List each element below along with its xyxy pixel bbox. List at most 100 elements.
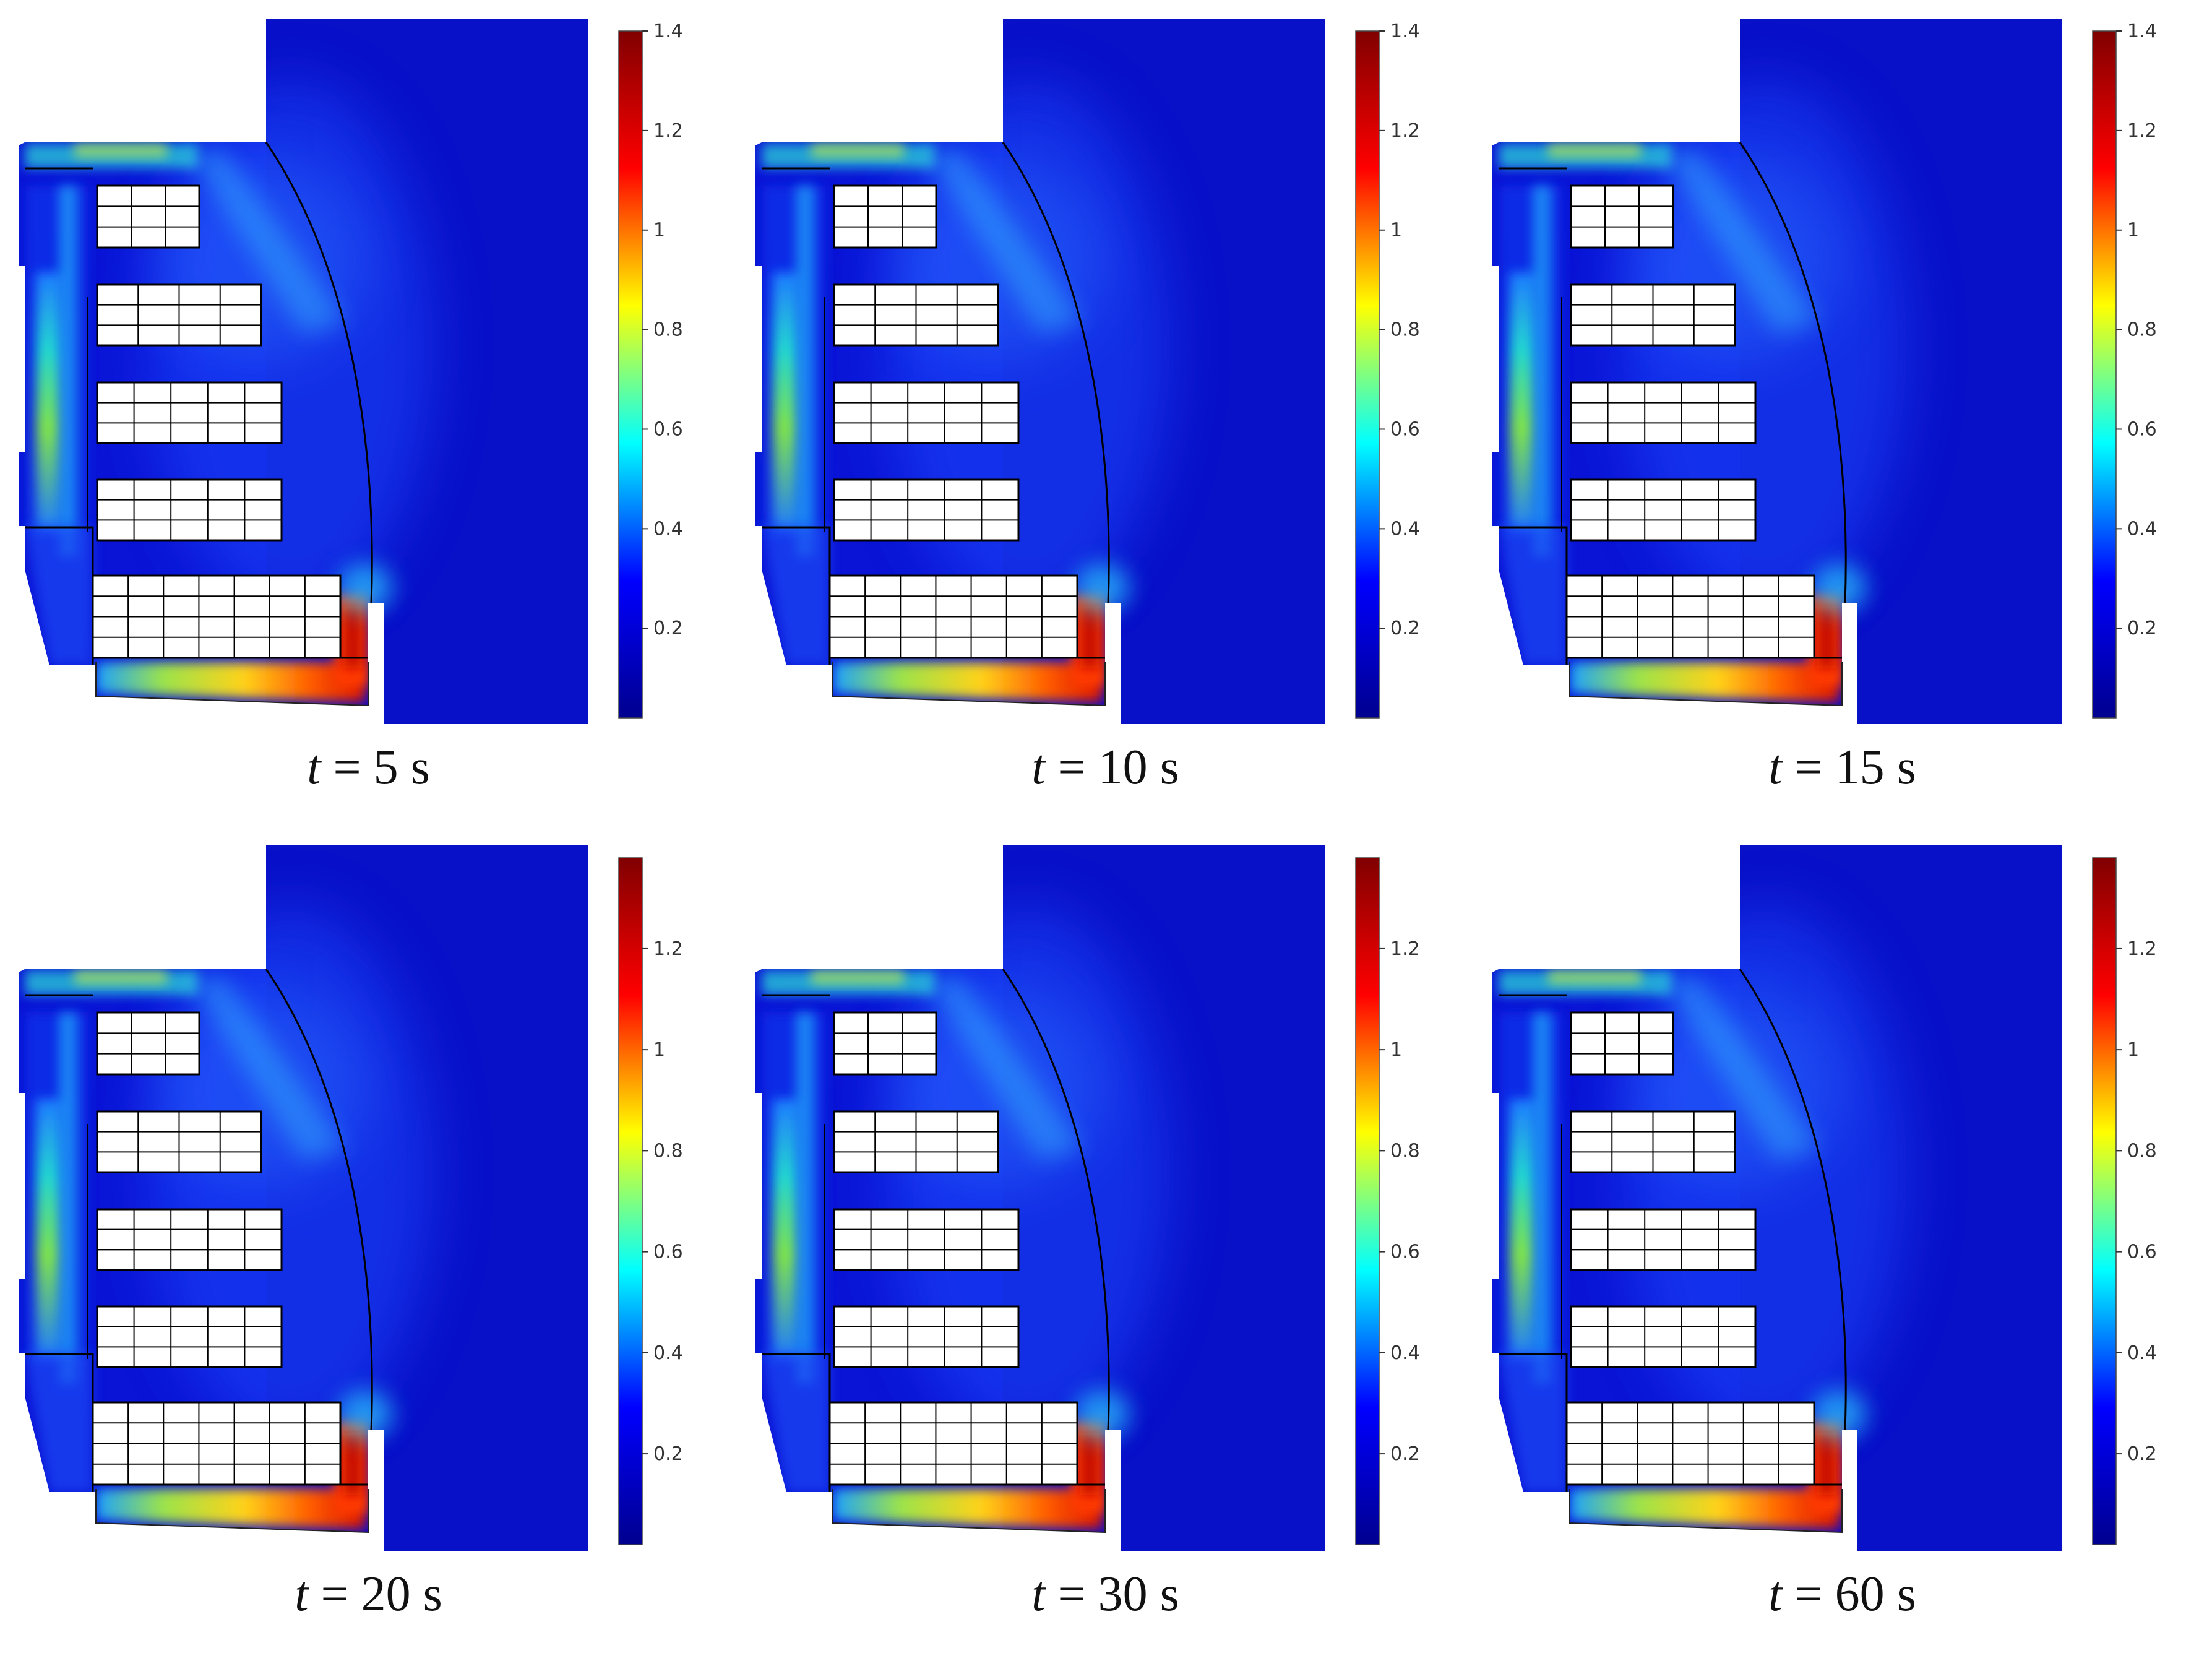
- field-plot: 0.2 0.4 0.6 0.8 1 1.2 1.4: [1492, 19, 2157, 724]
- equals-sign: =: [1782, 1567, 1835, 1621]
- equals-sign: =: [321, 740, 374, 795]
- colorbar-tick-label: 0.2: [2127, 1443, 2157, 1465]
- colorbar-tick-label: 1.2: [653, 120, 683, 142]
- colorbar-tick-label: 1.2: [2127, 120, 2157, 142]
- coil-block: [1570, 283, 1736, 347]
- colorbar: 0.2 0.4 0.6 0.8 1 1.2: [618, 857, 683, 1545]
- coil-block: [96, 478, 283, 542]
- colorbar-tick-label: 1: [2127, 220, 2139, 241]
- panel-t20: 0.2 0.4 0.6 0.8 1 1.2 t = 20 s: [0, 827, 737, 1653]
- colorbar-tick-label: 0.8: [653, 1140, 683, 1162]
- coil-block: [1570, 478, 1757, 542]
- time-caption: t = 60 s: [1474, 1566, 2211, 1623]
- coil-block: [833, 381, 1020, 444]
- field-plot: 0.2 0.4 0.6 0.8 1 1.2 1.4: [755, 19, 1420, 724]
- equals-sign: =: [308, 1567, 361, 1621]
- panel-t5: 0.2 0.4 0.6 0.8 1 1.2 1.4 t = 5 s: [0, 0, 737, 826]
- colorbar-tick-label: 1: [653, 1039, 665, 1061]
- colorbar-tick-label: 0.2: [653, 618, 683, 639]
- colorbar-tick-label: 0.4: [653, 518, 683, 540]
- coil-block: [833, 1110, 999, 1173]
- colorbar-tick-label: 1.4: [653, 20, 683, 42]
- coil-block: [833, 1305, 1020, 1368]
- colorbar: 0.2 0.4 0.6 0.8 1 1.2 1.4: [1355, 20, 1420, 719]
- coil-block: [96, 184, 200, 249]
- colorbar-tick-label: 0.6: [653, 418, 683, 440]
- equals-sign: =: [1045, 1567, 1098, 1621]
- colorbar-tick-label: 0.4: [2127, 1342, 2157, 1364]
- coil-block: [96, 283, 262, 347]
- coil-block: [92, 574, 342, 659]
- magnetic-field-map: [19, 19, 588, 724]
- colorbar-tick-label: 0.8: [1390, 319, 1420, 341]
- colorbar-tick-label: 0.4: [1390, 1342, 1420, 1364]
- colorbar-tick-label: 0.8: [653, 319, 683, 341]
- colorbar-tick-label: 0.8: [2127, 319, 2157, 341]
- coil-block: [1570, 1305, 1757, 1368]
- colorbar-tick-label: 0.4: [1390, 518, 1420, 540]
- field-plot: 0.2 0.4 0.6 0.8 1 1.2: [19, 845, 683, 1551]
- time-value: 20 s: [361, 1567, 442, 1621]
- colorbar: 0.2 0.4 0.6 0.8 1 1.2 1.4: [2092, 20, 2157, 719]
- colorbar: 0.2 0.4 0.6 0.8 1 1.2 1.4: [618, 20, 683, 719]
- coil-block: [1565, 1401, 1815, 1486]
- colorbar-tick-label: 0.6: [2127, 418, 2157, 440]
- time-value: 10 s: [1098, 740, 1179, 795]
- time-caption: t = 5 s: [0, 740, 737, 796]
- time-caption: t = 20 s: [0, 1566, 737, 1623]
- colorbar-tick-label: 0.8: [2127, 1140, 2157, 1162]
- colorbar-tick-label: 0.2: [1390, 618, 1420, 639]
- coil-block: [1570, 184, 1674, 249]
- coil-block: [828, 574, 1078, 659]
- colorbar-tick-label: 0.6: [1390, 418, 1420, 440]
- colorbar-tick-label: 1.2: [1390, 120, 1420, 142]
- coil-block: [833, 283, 999, 347]
- field-plot: 0.2 0.4 0.6 0.8 1 1.2: [755, 845, 1420, 1551]
- colorbar-tick-label: 1.4: [2127, 20, 2157, 42]
- coil-blocks: [92, 1011, 342, 1486]
- coil-block: [833, 1208, 1020, 1271]
- coil-block: [833, 1011, 937, 1076]
- panel-t60: 0.2 0.4 0.6 0.8 1 1.2 t = 60 s: [1474, 827, 2211, 1653]
- coil-block: [96, 1305, 283, 1368]
- time-value: 15 s: [1835, 740, 1916, 795]
- colorbar-tick-label: 0.6: [1390, 1241, 1420, 1263]
- colorbar-tick-label: 1.2: [1390, 938, 1420, 960]
- colorbar-tick-label: 1: [1390, 220, 1402, 241]
- coil-block: [96, 1208, 283, 1271]
- time-caption: t = 15 s: [1474, 740, 2211, 796]
- colorbar-tick-label: 0.6: [2127, 1241, 2157, 1263]
- coil-block: [833, 184, 937, 249]
- panel-t30: 0.2 0.4 0.6 0.8 1 1.2 t = 30 s: [737, 827, 1474, 1653]
- colorbar-tick-label: 1.4: [1390, 20, 1420, 42]
- colorbar: 0.2 0.4 0.6 0.8 1 1.2: [1355, 857, 1420, 1545]
- time-variable: t: [295, 1567, 309, 1621]
- time-value: 60 s: [1835, 1567, 1916, 1621]
- equals-sign: =: [1045, 740, 1098, 795]
- colorbar-tick-label: 1.2: [2127, 938, 2157, 960]
- colorbar-tick-label: 0.8: [1390, 1140, 1420, 1162]
- coil-block: [828, 1401, 1078, 1486]
- coil-blocks: [1565, 1011, 1815, 1486]
- colorbar-tick-label: 0.4: [2127, 518, 2157, 540]
- colorbar-tick-label: 1: [653, 220, 665, 241]
- colorbar: 0.2 0.4 0.6 0.8 1 1.2: [2092, 857, 2157, 1545]
- panel-t15: 0.2 0.4 0.6 0.8 1 1.2 1.4 t = 15 s: [1474, 0, 2211, 826]
- coil-blocks: [828, 184, 1078, 659]
- coil-block: [1570, 1110, 1736, 1173]
- coil-blocks: [1565, 184, 1815, 659]
- coil-block: [1570, 1208, 1757, 1271]
- time-variable: t: [1031, 1567, 1046, 1621]
- colorbar-tick-label: 1: [1390, 1039, 1402, 1061]
- coil-blocks: [828, 1011, 1078, 1486]
- colorbar-tick-label: 0.4: [653, 1342, 683, 1364]
- coil-block: [96, 1011, 200, 1076]
- coil-block: [96, 1110, 262, 1173]
- time-value: 5 s: [373, 740, 430, 795]
- time-variable: t: [307, 740, 321, 795]
- coil-block: [1565, 574, 1815, 659]
- colorbar-tick-label: 0.2: [2127, 618, 2157, 639]
- equals-sign: =: [1782, 740, 1835, 795]
- colorbar-tick-label: 1: [2127, 1039, 2139, 1061]
